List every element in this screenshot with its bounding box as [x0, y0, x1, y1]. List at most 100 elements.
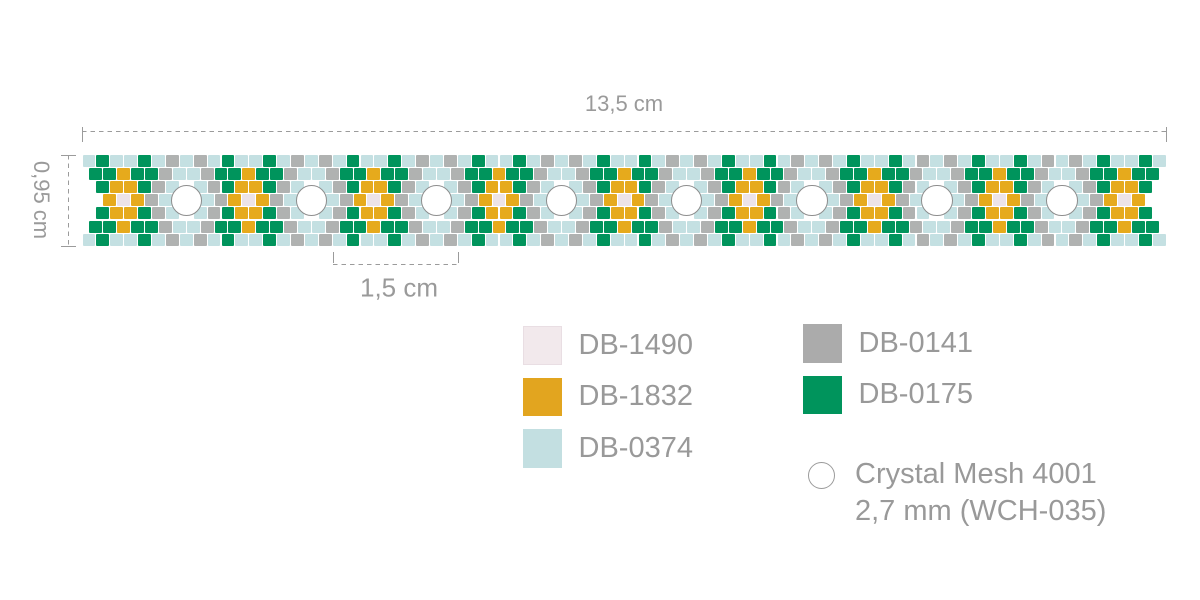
- bead-DB-0141: [443, 233, 457, 246]
- bead-DB-0374: [402, 233, 416, 246]
- bead-DB-0374: [680, 233, 694, 246]
- bead-DB-1832: [742, 168, 756, 181]
- bead-DB-0374: [485, 233, 499, 246]
- bead-DB-0175: [221, 233, 235, 246]
- bead-DB-1832: [1131, 194, 1145, 207]
- bead-DB-0175: [972, 233, 985, 246]
- bead-DB-0141: [395, 194, 409, 207]
- bead-DB-0374: [235, 155, 249, 168]
- bead-DB-0374: [1062, 168, 1076, 181]
- bead-DB-0141: [165, 155, 179, 168]
- bead-DB-0374: [687, 168, 701, 181]
- bead-DB-0175: [645, 220, 659, 233]
- bead-DB-1832: [624, 207, 638, 220]
- bead-DB-1832: [242, 168, 256, 181]
- bead-DB-0175: [395, 220, 409, 233]
- bead-DB-0141: [332, 207, 346, 220]
- bead-DB-0175: [513, 207, 527, 220]
- bead-DB-0175: [263, 155, 277, 168]
- bead-DB-0374: [82, 155, 96, 168]
- bead-DB-0175: [1090, 220, 1104, 233]
- bead-DB-0141: [714, 194, 728, 207]
- bead-DB-0175: [1013, 233, 1027, 246]
- bead-DB-0175: [353, 220, 367, 233]
- bead-DB-1832: [367, 168, 381, 181]
- bead-DB-0141: [770, 194, 784, 207]
- bead-DB-0141: [645, 194, 659, 207]
- bead-DB-0175: [631, 168, 645, 181]
- bead-DB-0175: [395, 168, 409, 181]
- bead-DB-0175: [464, 168, 478, 181]
- bead-DB-0374: [200, 194, 214, 207]
- bead-DB-0175: [756, 220, 770, 233]
- bead-DB-0374: [1055, 155, 1069, 168]
- bead-DB-0175: [853, 220, 867, 233]
- bead-DB-0374: [986, 155, 999, 168]
- bead-DB-0175: [513, 181, 527, 194]
- crystal-mesh-circle: [545, 184, 578, 217]
- bead-DB-0374: [673, 220, 687, 233]
- bead-DB-0374: [207, 233, 221, 246]
- bead-DB-0141: [214, 194, 228, 207]
- bead-DB-0374: [958, 233, 972, 246]
- bead-DB-1832: [492, 220, 506, 233]
- bead-DB-1832: [256, 194, 270, 207]
- bead-DB-0374: [207, 155, 221, 168]
- bead-DB-0175: [1013, 155, 1027, 168]
- bead-DB-0141: [284, 168, 297, 181]
- bead-DB-1490: [867, 194, 881, 207]
- bead-DB-0374: [874, 233, 888, 246]
- bead-DB-1832: [1118, 168, 1131, 181]
- bead-DB-1832: [756, 194, 770, 207]
- bead-DB-0175: [1097, 233, 1111, 246]
- bead-DB-0175: [721, 181, 735, 194]
- bead-DB-0175: [520, 220, 534, 233]
- bead-DB-0374: [687, 220, 701, 233]
- bead-DB-1832: [749, 207, 763, 220]
- legend-label: DB-1832: [578, 380, 693, 413]
- bead-DB-0175: [138, 207, 151, 220]
- bead-DB-0374: [652, 155, 666, 168]
- bead-DB-0175: [506, 220, 520, 233]
- bead-DB-0175: [381, 168, 395, 181]
- bead-DB-0141: [207, 181, 221, 194]
- bead-DB-0175: [596, 233, 610, 246]
- bead-DB-0175: [596, 155, 610, 168]
- bead-DB-0374: [124, 233, 138, 246]
- bead-DB-1832: [1111, 181, 1124, 194]
- bead-DB-1832: [881, 194, 895, 207]
- bead-DB-0141: [464, 194, 478, 207]
- bead-DB-0141: [200, 220, 214, 233]
- bead-DB-1832: [742, 220, 756, 233]
- bead-DB-0141: [1034, 168, 1048, 181]
- bead-DB-0175: [888, 233, 902, 246]
- bead-DB-0374: [582, 155, 596, 168]
- bead-DB-0175: [1097, 181, 1111, 194]
- bead-DB-0175: [603, 220, 617, 233]
- bead-DB-1832: [999, 181, 1013, 194]
- crystal-mesh-circle: [170, 184, 202, 217]
- bead-DB-0374: [186, 220, 200, 233]
- bead-DB-0141: [833, 207, 846, 220]
- bead-DB-0141: [152, 207, 165, 220]
- bead-DB-0175: [763, 155, 777, 168]
- bead-DB-0141: [582, 207, 596, 220]
- bead-DB-0141: [951, 168, 965, 181]
- height-dimension-tick-top: [61, 154, 76, 156]
- bead-DB-0175: [464, 220, 478, 233]
- bead-DB-0374: [152, 233, 165, 246]
- bead-DB-1832: [492, 168, 506, 181]
- bead-DB-0141: [659, 168, 673, 181]
- bead-DB-0374: [249, 155, 263, 168]
- bead-DB-0175: [638, 181, 652, 194]
- bead-DB-1832: [610, 207, 624, 220]
- bead-DB-0175: [1090, 168, 1104, 181]
- bead-DB-0374: [798, 220, 812, 233]
- bead-DB-0141: [158, 220, 172, 233]
- bead-DB-0374: [423, 220, 436, 233]
- bead-DB-1832: [874, 181, 888, 194]
- bead-DB-0141: [277, 181, 290, 194]
- bead-DB-0374: [485, 155, 499, 168]
- bead-DB-0175: [1020, 168, 1034, 181]
